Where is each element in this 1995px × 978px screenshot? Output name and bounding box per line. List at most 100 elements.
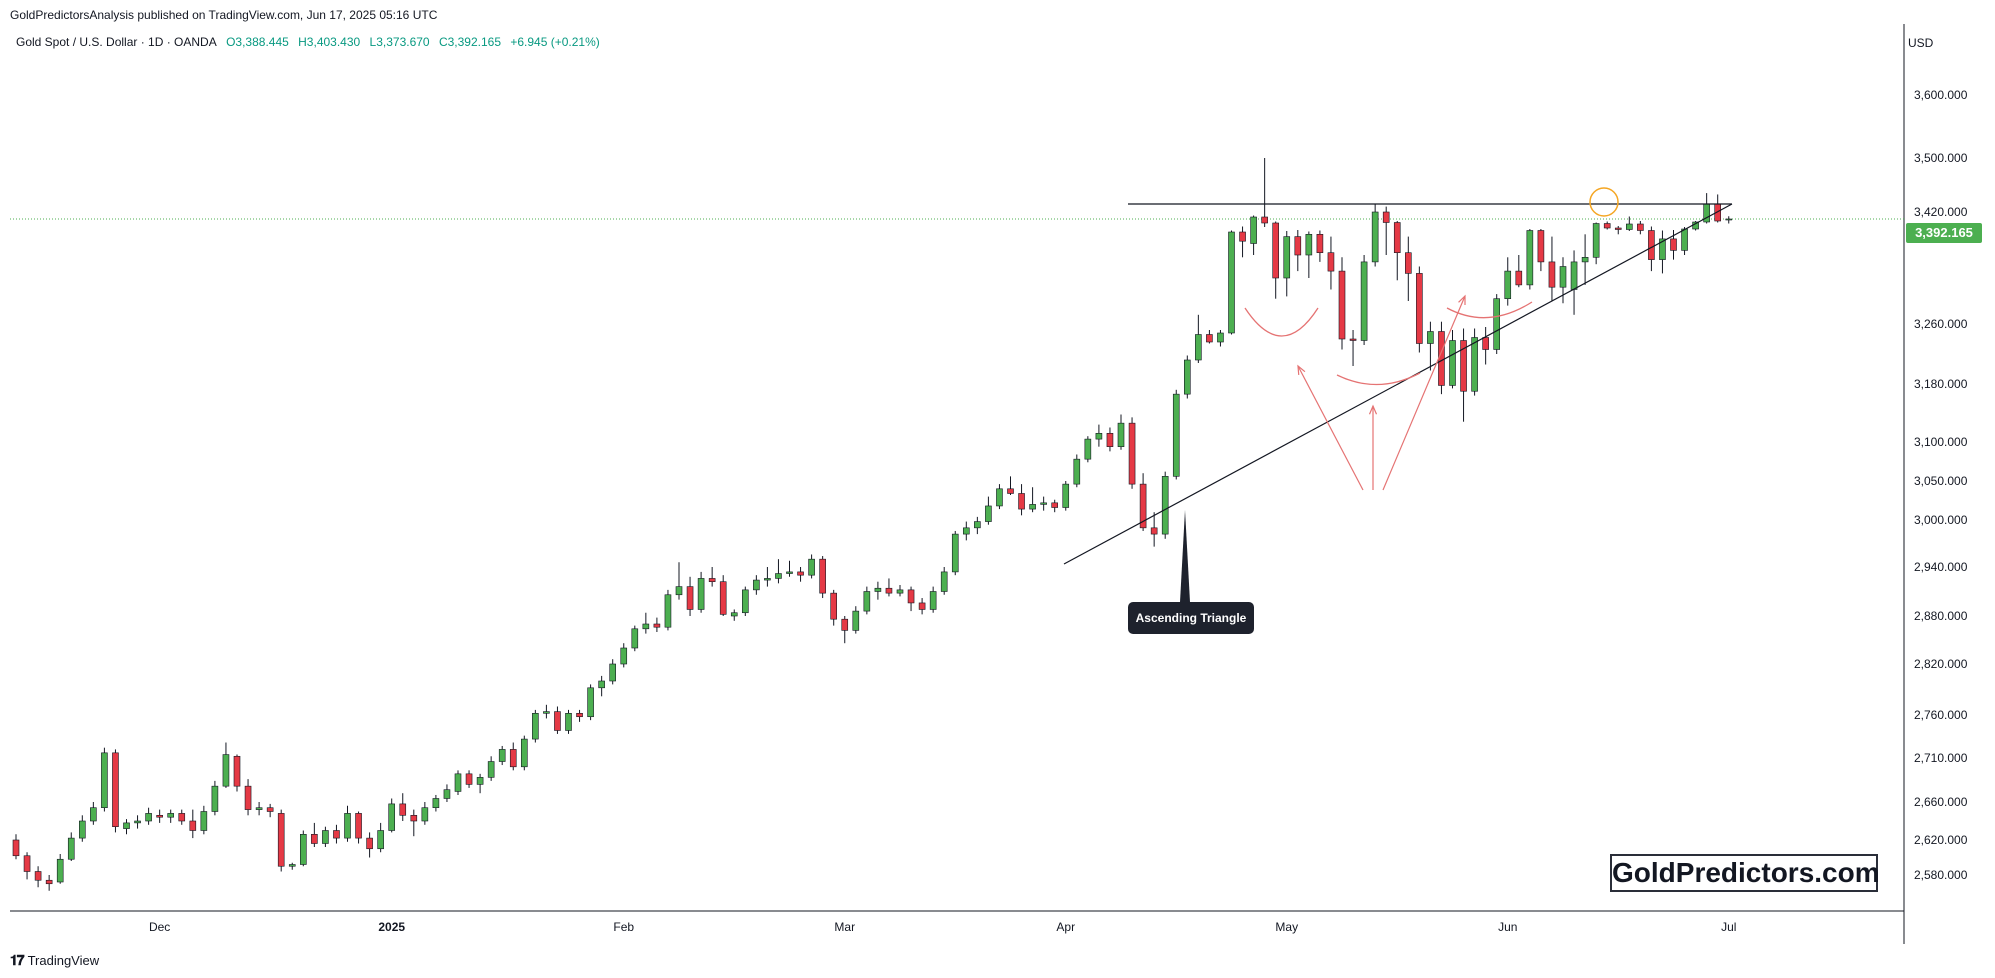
candle-body <box>1581 256 1589 263</box>
candle-body <box>830 592 838 620</box>
callout-pointer <box>1180 510 1190 602</box>
rounded-bottom-arc <box>1244 307 1319 337</box>
x-tick-label: Apr <box>1056 920 1075 934</box>
y-tick-label: 3,420.000 <box>1914 205 1968 219</box>
pattern-callout: Ascending Triangle <box>1128 602 1254 634</box>
candle-body <box>1360 261 1368 341</box>
symbol-name[interactable]: Gold Spot / U.S. Dollar · 1D · OANDA <box>16 35 217 49</box>
candle-body <box>929 591 937 610</box>
candle-body <box>1405 252 1412 274</box>
candle-body <box>454 773 462 792</box>
candle-body <box>12 839 20 857</box>
candle-body <box>1007 488 1014 494</box>
rounded-bottom-arc <box>1336 372 1421 386</box>
candle-body <box>576 712 583 718</box>
candle-body <box>741 589 749 614</box>
ascending-trendline <box>1063 203 1733 565</box>
last-price-badge: 3,392.165 <box>1906 223 1982 243</box>
candle-body <box>167 813 174 818</box>
red-arrow-head <box>1458 294 1466 305</box>
candle-body <box>1416 273 1423 344</box>
candle-body <box>1084 438 1092 460</box>
ohlc-high: H3,403.430 <box>298 35 361 49</box>
highlight-circle <box>1589 187 1619 217</box>
currency-label[interactable]: USD <box>1908 36 1934 50</box>
candle-body <box>554 711 561 731</box>
candle-body <box>1504 270 1512 300</box>
candle-body <box>288 864 296 867</box>
candle-body <box>1537 230 1545 263</box>
candle-body <box>598 680 605 689</box>
candle-body <box>653 623 661 628</box>
candle-body <box>1614 227 1622 230</box>
candle-body <box>985 505 992 522</box>
candle-body <box>79 820 86 839</box>
candle-body <box>211 785 219 812</box>
tradingview-logo-icon: 𝟏𝟕 <box>10 952 25 968</box>
candle-body <box>112 752 119 828</box>
candle-body <box>918 602 926 610</box>
x-tick-label: May <box>1275 920 1298 934</box>
candle-body <box>532 712 539 740</box>
y-tick-label: 3,500.000 <box>1914 151 1968 165</box>
candle-body <box>90 807 97 822</box>
candle-body <box>543 711 550 714</box>
candle-body <box>719 581 727 615</box>
candle-body <box>1570 261 1578 290</box>
candle-body <box>1117 422 1125 447</box>
candle-body <box>1393 222 1401 254</box>
candle-body <box>907 589 915 604</box>
x-tick-label: Jul <box>1721 920 1736 934</box>
candle-body <box>1150 527 1158 535</box>
candle-body <box>730 612 738 617</box>
candle-body <box>1184 359 1191 395</box>
candle-body <box>1294 236 1302 256</box>
candle-body <box>222 754 230 787</box>
tradingview-logo[interactable]: 𝟏𝟕 TradingView <box>10 952 99 969</box>
candle-body <box>355 813 362 839</box>
candle-body <box>45 879 53 885</box>
candle-body <box>1592 223 1600 258</box>
y-tick-label: 2,660.000 <box>1914 795 1968 809</box>
candle-body <box>178 813 186 822</box>
candle-body <box>189 820 197 831</box>
candle-body <box>366 837 373 850</box>
candle-body <box>465 773 473 785</box>
candle-body <box>786 571 793 574</box>
candle-body <box>233 755 241 787</box>
candle-body <box>487 761 495 778</box>
candle-body <box>896 589 904 594</box>
candle-body <box>609 663 617 682</box>
candle-body <box>675 586 683 596</box>
candle-body <box>134 820 141 824</box>
x-tick-label: 2025 <box>378 920 405 934</box>
y-tick-label: 2,820.000 <box>1914 657 1968 671</box>
candle-body <box>885 587 893 594</box>
red-arrow-head <box>1297 364 1306 376</box>
candle-body <box>244 785 252 810</box>
candle-body <box>797 571 804 576</box>
candle-body <box>1228 231 1235 334</box>
candle-body <box>863 591 871 612</box>
candle-body <box>1018 493 1025 510</box>
candle-body <box>410 814 418 822</box>
candle-body <box>1106 432 1114 447</box>
candle-body <box>708 578 716 583</box>
x-tick-label: Mar <box>834 920 855 934</box>
candle-body <box>333 830 340 839</box>
candle-body <box>299 833 307 865</box>
candle-body <box>266 807 274 812</box>
candle-body <box>1526 230 1534 286</box>
candle-body <box>1659 238 1666 260</box>
candle-body <box>432 798 440 808</box>
candle-body <box>1637 223 1644 231</box>
candle-body <box>951 533 959 573</box>
candle-body <box>1482 337 1489 350</box>
candle-body <box>1438 331 1445 386</box>
candle-body <box>1272 222 1279 279</box>
candle-body <box>255 807 263 810</box>
candle-body <box>1095 432 1103 440</box>
candle-body <box>753 579 760 591</box>
y-tick-label: 2,760.000 <box>1914 708 1968 722</box>
